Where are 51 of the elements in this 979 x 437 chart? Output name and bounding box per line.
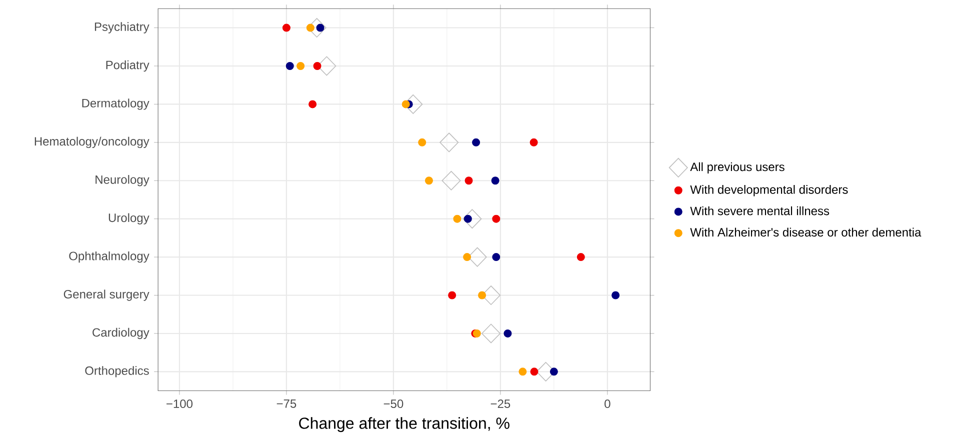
x-tick-label: −100 bbox=[166, 399, 193, 408]
point bbox=[576, 252, 585, 261]
point bbox=[492, 214, 500, 223]
y-tick-label: Orthopedics bbox=[85, 366, 149, 378]
point bbox=[612, 291, 620, 300]
y-tick-label: Dermatology bbox=[82, 98, 150, 110]
legend-label: With Alzheimer's disease or other dementia bbox=[690, 228, 922, 236]
point bbox=[402, 100, 410, 108]
y-tick-label: Neurology bbox=[96, 174, 150, 186]
point bbox=[492, 252, 500, 261]
point bbox=[282, 24, 290, 32]
x-tick-label: −50 bbox=[384, 399, 404, 408]
x-tick-label: 0 bbox=[604, 399, 610, 408]
y-tick-label: Urology bbox=[108, 213, 150, 224]
y-tick-label: Podiatry bbox=[106, 60, 150, 72]
point bbox=[518, 367, 527, 376]
point bbox=[530, 138, 538, 146]
point bbox=[491, 176, 500, 184]
point bbox=[464, 176, 473, 184]
point bbox=[316, 24, 324, 32]
x-tick-label: −25 bbox=[490, 399, 510, 408]
point bbox=[464, 214, 472, 223]
point bbox=[463, 252, 472, 261]
point bbox=[478, 291, 486, 300]
y-tick-label: General surgery bbox=[64, 289, 150, 301]
y-tick-label: Psychiatry bbox=[94, 22, 150, 34]
point bbox=[306, 24, 314, 32]
point bbox=[472, 138, 480, 146]
x-axis-title: Change after the transition, % bbox=[299, 416, 510, 432]
legend-label: With developmental disorders bbox=[690, 184, 848, 196]
point bbox=[296, 62, 305, 70]
point bbox=[550, 367, 558, 376]
point bbox=[530, 367, 538, 376]
point bbox=[313, 62, 322, 70]
point bbox=[286, 62, 294, 70]
point bbox=[442, 170, 461, 190]
point bbox=[482, 324, 501, 343]
point bbox=[448, 291, 456, 300]
x-tick-label: −75 bbox=[276, 399, 296, 408]
point bbox=[462, 208, 482, 228]
legend-label: All previous users bbox=[690, 162, 784, 174]
point bbox=[308, 100, 317, 108]
point bbox=[424, 176, 433, 184]
point bbox=[418, 138, 426, 146]
y-tick-label: Hematology/oncology bbox=[34, 136, 150, 148]
point bbox=[504, 329, 512, 338]
y-tick-label: Ophthalmology bbox=[69, 251, 150, 262]
point bbox=[440, 132, 459, 152]
legend-label: With severe mental illness bbox=[690, 206, 830, 215]
point bbox=[453, 214, 462, 223]
y-tick-label: Cardiology bbox=[92, 328, 150, 339]
